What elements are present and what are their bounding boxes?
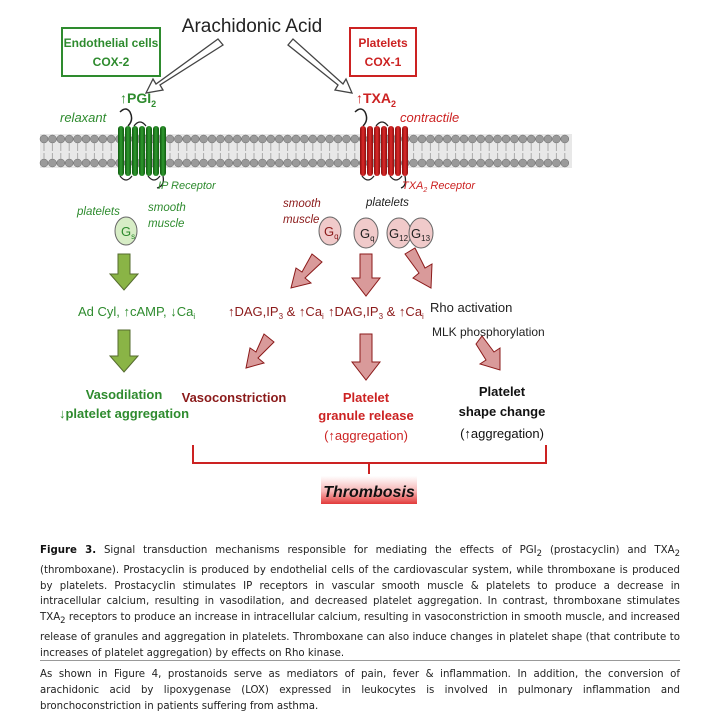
cox2-label: COX-2 [93,55,130,69]
txa2-receptor-label: TXA2 Receptor [402,180,476,194]
caption-sub: 2 [60,616,66,627]
endothelial-cells-box: Endothelial cells COX-2 [61,27,161,77]
dag-ip3-ca-platelets: ↑DAG,IP3 & ↑Cai [328,304,424,321]
pink-arrow-dag-to-vasoconstriction [245,333,275,369]
left-smooth-label: smooth [148,202,186,214]
body-paragraph: As shown in Figure 4, prostanoids serve … [40,660,680,714]
gq-protein-platelets: Gq [353,217,379,249]
green-arrow-gs-to-adcyl [108,253,140,291]
pink-arrow-mlk-to-shape-change [475,335,501,371]
svg-text:G12: G12 [389,226,409,243]
gs-protein: Gs [114,216,138,246]
platelet-aggregation-decrease: ↓platelet aggregation [59,406,189,421]
arrow-to-txa2 [287,38,354,94]
green-arrow-adcyl-to-vasodilation [108,329,140,373]
svg-text:Gq: Gq [324,224,339,241]
granule-release-line3: (↑aggregation) [324,428,408,443]
thrombosis-label: Thrombosis [323,484,415,501]
arachidonic-acid-title: Arachidonic Acid [182,16,322,37]
endothelial-label: Endothelial cells [64,36,159,50]
adcyl-camp-text: Ad Cyl, ↑cAMP, ↓Cai [78,304,195,321]
left-platelets-label: platelets [76,206,120,218]
cox1-label: COX-1 [365,55,402,69]
txa2-receptor [354,108,408,189]
signal-transduction-diagram: Arachidonic Acid Endothelial cells COX-2… [39,16,572,504]
granule-release-line2: granule release [318,408,413,423]
txa2-label: ↑TXA2 [356,90,396,109]
caption-text: (prostacyclin) and TXA [542,545,675,556]
caption-text: receptors to produce an increase in intr… [40,612,680,659]
gq-protein-smooth-muscle: Gq [318,216,342,246]
figure-label: Figure 3. [40,545,97,556]
shape-change-line3: (↑aggregation) [460,426,544,441]
svg-text:Gs: Gs [121,224,135,241]
pink-arrow-g12-to-rho [404,247,433,289]
caption-sub: 2 [674,549,680,560]
platelets-label: Platelets [358,36,408,50]
mlk-phosphorylation-text: MLK phosphorylation [432,325,545,339]
g13-protein: G13 [408,217,434,249]
rho-activation-text: Rho activation [430,300,512,315]
shape-change-line1: Platelet [479,384,526,399]
thrombosis-bracket [192,445,547,474]
pink-arrow-gq-platelets-to-dag [350,253,382,297]
pink-arrow-gq-to-dag [290,253,323,289]
g12-protein: G12 [386,217,412,249]
left-muscle-label: muscle [148,218,184,230]
caption-sub: 2 [536,549,543,560]
ip-receptor-label: IP Receptor [158,180,217,192]
platelets-box: Platelets COX-1 [349,27,417,77]
caption-text: Signal transduction mechanisms responsib… [96,545,537,556]
vasoconstriction-outcome: Vasoconstriction [182,390,287,405]
right-platelets-label: platelets [365,197,409,209]
shape-change-line2: shape change [459,404,546,419]
contractile-label: contractile [400,110,459,125]
relaxant-label: relaxant [60,110,108,125]
caption-text: (thromboxane). Prostacyclin is produced … [40,564,680,624]
right-smooth-label: smooth [283,198,321,210]
granule-release-line1: Platelet [343,390,390,405]
figure-caption: Figure 3. Signal transduction mechanisms… [40,543,680,662]
svg-text:Gq: Gq [360,226,375,243]
ip-receptor [118,108,166,189]
vasodilation-outcome: Vasodilation [86,387,163,402]
dag-ip3-ca-smooth-muscle: ↑DAG,IP3 & ↑Cai [228,304,324,321]
arrow-to-pgi2 [144,38,224,94]
thrombosis-box: Thrombosis [321,476,417,504]
svg-text:G13: G13 [411,226,431,243]
right-muscle-label: muscle [283,214,319,226]
pgi2-label: ↑PGI2 [120,90,156,109]
pink-arrow-dag-to-granule-release [350,333,382,381]
